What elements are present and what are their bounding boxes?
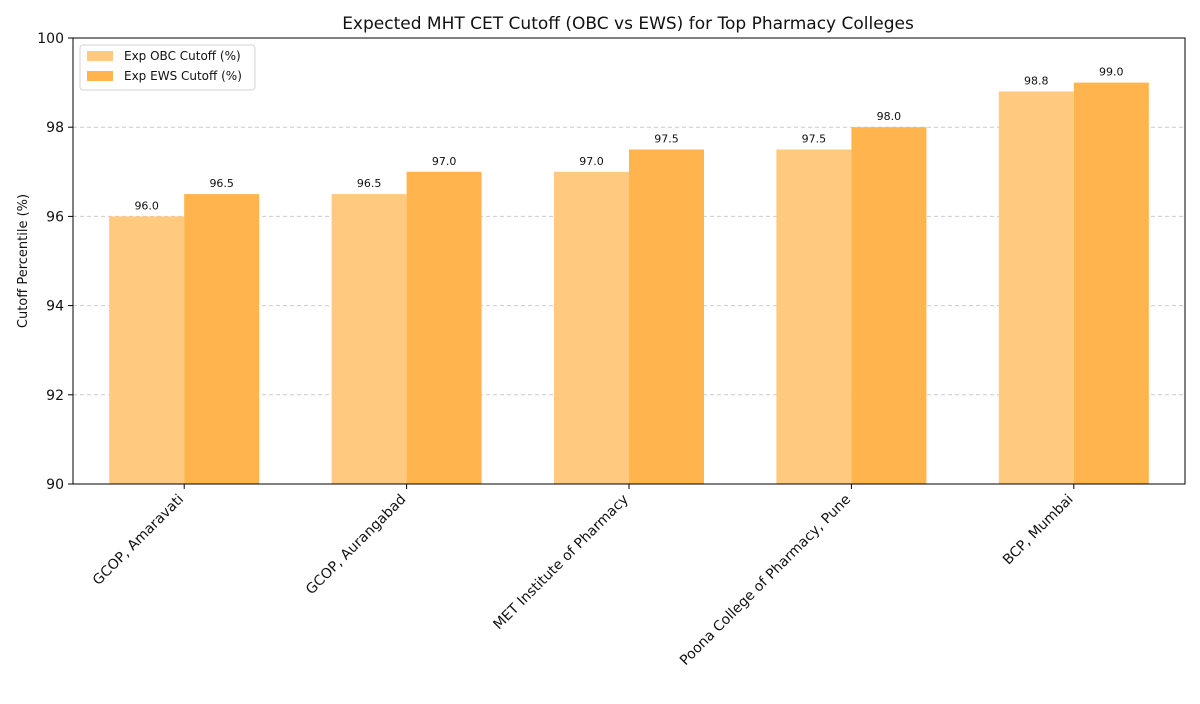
bar-ews (851, 127, 927, 484)
bar-obc (331, 194, 407, 484)
x-axis-ticks: GCOP, Amaravati GCOP, Aurangabad MET Insti… (90, 484, 1077, 669)
data-label: 97.0 (579, 155, 604, 168)
data-label: 98.0 (877, 110, 902, 123)
data-label: 96.0 (134, 199, 159, 212)
data-label: 97.5 (654, 133, 679, 146)
data-label: 96.5 (209, 177, 234, 190)
bar-obc (554, 171, 629, 485)
legend-swatch-obc (87, 51, 113, 61)
legend-label-obc: Exp OBC Cutoff (%) (124, 49, 241, 63)
bar-ews (406, 171, 482, 485)
chart-title: Expected MHT CET Cutoff (OBC vs EWS) for… (342, 14, 914, 34)
legend-label-ews: Exp EWS Cutoff (%) (124, 69, 242, 83)
data-label: 97.5 (802, 133, 827, 146)
data-labels: 96.0 96.5 96.5 97.0 97.0 97.5 97.5 98.0 98.8 99.0 (134, 66, 1123, 213)
y-tick-label: 98 (46, 120, 64, 136)
y-tick-label: 94 (46, 299, 64, 315)
legend: Exp OBC Cutoff (%) Exp EWS Cutoff (%) (79, 44, 256, 91)
bar-ews (184, 194, 260, 484)
bar-obc (776, 149, 852, 484)
y-tick-label: 92 (46, 388, 64, 404)
legend-frame (79, 44, 256, 91)
y-tick-label: 96 (46, 209, 64, 225)
y-tick-label: 100 (37, 31, 64, 47)
x-tick-label: BCP, Mumbai (1000, 492, 1077, 569)
x-tick-label: GCOP, Amaravati (90, 492, 187, 589)
data-label: 99.0 (1099, 66, 1124, 79)
y-axis-label: Cutoff Percentile (%) (16, 194, 31, 328)
y-axis-ticks: 90 92 94 96 98 100 (37, 31, 73, 493)
bar-obc (998, 91, 1074, 485)
bar-obc (109, 216, 185, 484)
data-label: 98.8 (1024, 75, 1049, 88)
x-tick-label: GCOP, Aurangabad (303, 492, 409, 598)
x-tick-label: Poona College of Pharmacy, Pune (677, 492, 854, 669)
bar-ews (1073, 82, 1149, 484)
legend-swatch-ews (87, 71, 113, 81)
data-label: 96.5 (357, 177, 382, 190)
bars (109, 82, 1149, 485)
data-label: 97.0 (432, 155, 457, 168)
y-tick-label: 90 (46, 477, 64, 493)
x-tick-label: MET Institute of Pharmacy (490, 492, 631, 633)
bar-ews (629, 149, 704, 484)
